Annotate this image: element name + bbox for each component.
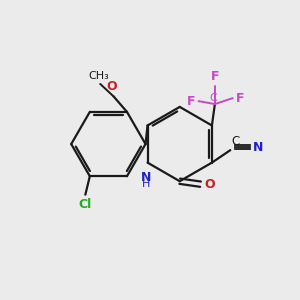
Text: N: N <box>253 141 264 154</box>
Text: N: N <box>141 171 151 184</box>
Text: O: O <box>107 80 117 94</box>
Text: H: H <box>142 179 150 189</box>
Text: Cl: Cl <box>79 198 92 211</box>
Text: F: F <box>211 70 219 83</box>
Text: C: C <box>232 135 240 148</box>
Text: F: F <box>187 94 195 108</box>
Text: C: C <box>209 93 217 103</box>
Text: F: F <box>236 92 245 105</box>
Text: O: O <box>204 178 215 191</box>
Text: CH₃: CH₃ <box>88 71 109 81</box>
